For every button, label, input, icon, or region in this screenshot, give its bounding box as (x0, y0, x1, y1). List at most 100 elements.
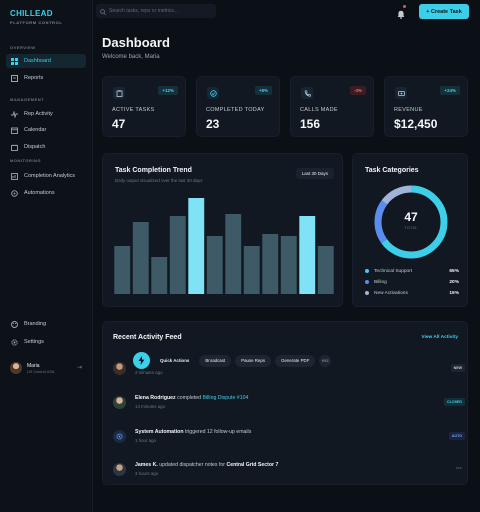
sidebar-item-reports[interactable]: Reports (6, 71, 86, 85)
legend-dot (365, 280, 369, 284)
activity-target: Central Grid Sector 7 (226, 462, 279, 468)
activity-text: James K. updated dispatcher notes for Ce… (135, 462, 278, 468)
close-quick-actions-button[interactable]: esc (319, 354, 332, 367)
avatar (113, 362, 126, 375)
sidebar-item-dispatch[interactable]: Dispatch (6, 140, 86, 154)
activity-action: updated dispatcher notes for (159, 462, 226, 468)
generate-pdf-button[interactable]: Generate PDF (275, 354, 316, 367)
trend-bar[interactable] (262, 234, 279, 294)
sidebar-item-rep-activity[interactable]: Rep Activity (6, 107, 86, 121)
status-badge: AUTO (448, 432, 465, 440)
activity-text: Elena Rodriguez completed Billing Disput… (135, 395, 248, 401)
stat-value: 23 (206, 117, 220, 131)
stat-value: 47 (112, 117, 126, 131)
notification-dot (403, 5, 406, 8)
avatar (113, 463, 126, 476)
stat-value: 156 (300, 117, 321, 131)
dollar-icon (395, 87, 407, 99)
pause-reps-button[interactable]: Pause Reps (235, 354, 272, 367)
more-options-icon[interactable]: ··· (456, 466, 462, 472)
search-input[interactable] (109, 8, 209, 14)
trend-title: Task Completion Trend (115, 167, 192, 174)
palette-icon (11, 320, 18, 328)
activity-action: completed (177, 395, 202, 401)
analytics-icon (11, 172, 18, 180)
stat-label: ACTIVE TASKS (112, 107, 155, 113)
legend-pct: 20% (449, 279, 459, 285)
section-label-overview: OVERVIEW (10, 45, 36, 50)
trend-bar[interactable] (299, 216, 316, 294)
avatar (10, 362, 22, 374)
user-profile[interactable]: Maria US Central USA ⇥ (6, 356, 86, 380)
trend-bar[interactable] (206, 236, 223, 294)
search-bar[interactable] (96, 4, 216, 18)
donut-total-label: TOTAL (404, 226, 418, 230)
legend-item: Billing 20% (365, 278, 459, 286)
range-select[interactable]: Last 30 Days (295, 168, 334, 179)
trend-bar[interactable] (114, 246, 131, 294)
sidebar-item-completion-analytics[interactable]: Completion Analytics (6, 169, 86, 183)
activity-panel: Recent Activity Feed View All Activity M… (102, 321, 468, 485)
donut-slice[interactable] (374, 185, 448, 259)
automation-icon (113, 430, 126, 443)
stat-card-calls-made[interactable]: -3% CALLS MADE 156 (290, 76, 374, 137)
donut-slice[interactable] (374, 185, 448, 259)
search-icon (100, 2, 106, 20)
brand-logo[interactable]: CHILLEAD PLATFORM CONTROL (10, 9, 62, 25)
trend-bar[interactable] (188, 198, 205, 294)
activity-text: System Automation triggered 12 follow-up… (135, 429, 251, 435)
user-location: US Central USA (27, 369, 55, 374)
sidebar-item-label: Settings (24, 339, 44, 345)
status-badge: CLOSED (444, 398, 465, 406)
stat-card-revenue[interactable]: +24% REVENUE $12,450 (384, 76, 468, 137)
legend-item: Technical Support 65% (365, 267, 459, 275)
stat-badge: +12% (158, 86, 178, 95)
section-label-monitoring: MONITORING (10, 158, 41, 163)
activity-title: Recent Activity Feed (113, 334, 182, 341)
notification-bell-icon[interactable] (397, 5, 406, 24)
sidebar-item-calendar[interactable]: Calendar (6, 123, 86, 137)
trend-bar[interactable] (225, 214, 242, 294)
activity-time: 2 minutes ago (135, 370, 163, 375)
stat-badge: +24% (440, 86, 460, 95)
trend-bar[interactable] (169, 216, 186, 294)
sidebar-item-automations[interactable]: Automations (6, 186, 86, 200)
activity-time: 14 minutes ago (135, 404, 166, 409)
create-task-button[interactable]: + Create Task (419, 4, 469, 19)
activity-icon (11, 110, 18, 118)
sidebar-item-label: Reports (24, 75, 44, 81)
stat-card-active-tasks[interactable]: +12% ACTIVE TASKS 47 (102, 76, 186, 137)
logout-icon[interactable]: ⇥ (76, 365, 82, 371)
section-label-management: MANAGEMENT (10, 97, 45, 102)
legend-pct: 15% (449, 290, 459, 296)
activity-row[interactable]: Elena Rodriguez completed Billing Disput… (113, 392, 465, 416)
phone-icon (301, 87, 313, 99)
sidebar-item-branding[interactable]: Branding (6, 317, 86, 331)
trend-bar[interactable] (280, 236, 297, 294)
trend-bar[interactable] (317, 246, 334, 294)
user-name: Maria (27, 362, 40, 369)
lightning-icon[interactable] (133, 352, 150, 369)
stat-card-completed-today[interactable]: +8% COMPLETED TODAY 23 (196, 76, 280, 137)
activity-row[interactable]: James K. updated dispatcher notes for Ce… (113, 459, 465, 483)
stat-badge: -3% (349, 86, 366, 95)
sidebar-item-label: Dispatch (24, 144, 46, 150)
trend-bar[interactable] (132, 222, 149, 294)
grid-icon (11, 57, 18, 65)
sidebar: CHILLEAD PLATFORM CONTROL OVERVIEW Dashb… (0, 0, 93, 512)
brand-title: CHILLEAD (10, 9, 53, 18)
activity-time: 3 hours ago (135, 471, 159, 476)
broadcast-button[interactable]: Broadcast (199, 354, 232, 367)
sidebar-item-label: Calendar (24, 127, 47, 133)
sidebar-item-dashboard[interactable]: Dashboard (6, 54, 86, 68)
trend-bar[interactable] (243, 246, 260, 294)
sidebar-item-settings[interactable]: Settings (6, 335, 86, 349)
view-all-link[interactable]: View All Activity (421, 335, 458, 340)
activity-row[interactable]: System Automation triggered 12 follow-up… (113, 426, 465, 450)
automation-icon (11, 189, 18, 197)
stat-label: REVENUE (394, 107, 423, 113)
trend-bar[interactable] (151, 257, 168, 294)
activity-target-link[interactable]: Billing Dispute #104 (202, 395, 249, 401)
sidebar-item-label: Completion Analytics (24, 173, 76, 179)
categories-panel: Task Categories 47 TOTAL Technical Suppo… (352, 153, 468, 307)
